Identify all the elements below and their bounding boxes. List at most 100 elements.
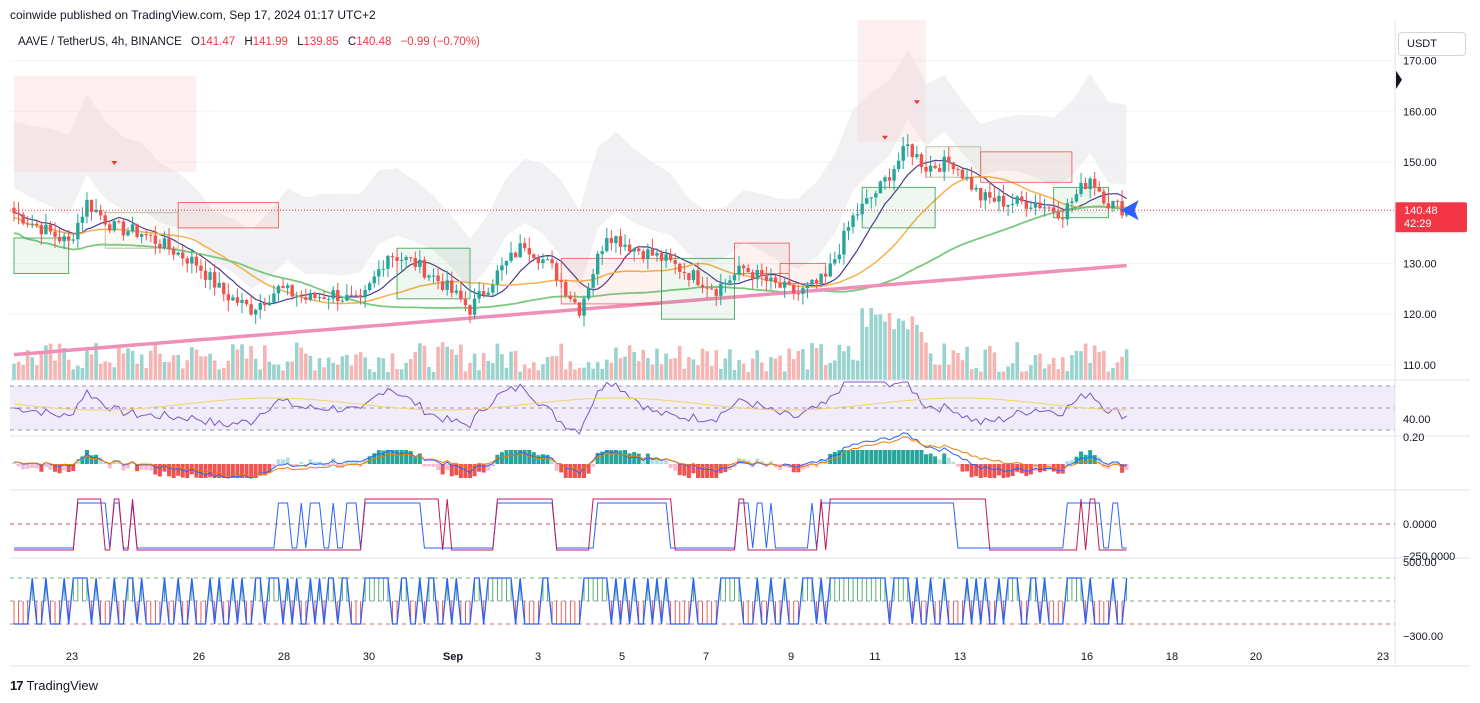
- currency-label: USDT: [1407, 38, 1437, 50]
- histogram-bar: [107, 464, 112, 469]
- volume-bar: [750, 358, 755, 380]
- volume-bar: [153, 343, 158, 380]
- volume-bar: [833, 360, 837, 380]
- candle-body: [149, 234, 153, 236]
- histogram-bar: [914, 450, 919, 464]
- candle-body: [463, 299, 468, 306]
- histogram-bar: [249, 464, 254, 478]
- histogram-bar: [846, 450, 851, 464]
- candle-body: [235, 297, 240, 303]
- volume-bar: [559, 343, 563, 380]
- volume-bar: [1124, 349, 1129, 380]
- histogram-bar: [659, 461, 664, 464]
- volume-bar: [263, 345, 267, 380]
- tradingview-brand[interactable]: 17 TradingView: [10, 678, 98, 693]
- volume-bar: [860, 308, 864, 380]
- histogram-bar: [527, 450, 532, 464]
- candle-body: [545, 259, 550, 261]
- volume-bar: [477, 370, 481, 380]
- histogram-bar: [627, 453, 632, 464]
- price-tick-label: 120.00: [1403, 309, 1437, 321]
- histogram-bar: [1033, 464, 1038, 471]
- volume-bar: [787, 348, 791, 380]
- open-value: 141.47: [200, 36, 236, 48]
- histogram-bar: [294, 464, 299, 467]
- volume-bar: [1102, 350, 1106, 380]
- volume-bar: [819, 344, 823, 380]
- volume-bar: [71, 369, 76, 380]
- order-block: [980, 151, 1073, 183]
- candle-body: [1051, 207, 1056, 212]
- candle-body: [450, 280, 454, 293]
- symbol-title[interactable]: AAVE / TetherUS, 4h, BINANCE: [18, 36, 182, 48]
- candle-body: [459, 290, 463, 300]
- symbol-legend: AAVE / TetherUS, 4h, BINANCE O141.47 H14…: [18, 36, 480, 48]
- candle-body: [678, 263, 682, 272]
- currency-button[interactable]: USDT: [1398, 32, 1466, 56]
- volume-bar: [527, 368, 532, 380]
- candle-body: [527, 248, 531, 255]
- volume-bar: [418, 343, 422, 380]
- volume-bar: [304, 353, 308, 380]
- histogram-bar: [290, 464, 295, 467]
- histogram-bar: [276, 459, 281, 464]
- candle-body: [623, 244, 627, 247]
- volume-bar: [609, 362, 614, 380]
- histogram-bar: [112, 459, 117, 464]
- candle-body: [108, 224, 112, 231]
- volume-bar: [208, 353, 212, 380]
- candle-body: [1033, 202, 1038, 208]
- histogram-bar: [1092, 455, 1097, 464]
- candle-body: [226, 294, 231, 301]
- candle-body: [910, 144, 915, 158]
- volume-bar: [883, 321, 887, 380]
- volume-bar: [1015, 342, 1019, 380]
- volume-bar: [723, 358, 728, 380]
- histogram-bar: [873, 450, 878, 464]
- candle-body: [1115, 200, 1120, 202]
- volume-bar: [796, 350, 801, 380]
- candle-body: [358, 295, 363, 298]
- candle-body: [208, 272, 212, 280]
- histogram-bar: [978, 464, 983, 478]
- rsi-line: [13, 381, 1127, 435]
- candle-body: [833, 259, 837, 264]
- candle-body: [837, 254, 842, 260]
- volume-bar: [35, 365, 39, 380]
- histogram-bar: [632, 452, 637, 464]
- histogram-bar: [21, 464, 26, 470]
- volume-bar: [942, 343, 947, 380]
- histogram-bar: [1019, 464, 1024, 474]
- volume-bar: [285, 361, 290, 380]
- volume-bar: [294, 342, 299, 380]
- volume-bar: [313, 370, 317, 380]
- candle-body: [746, 268, 750, 273]
- time-tick-label: 5: [619, 651, 625, 663]
- candle-body: [673, 260, 677, 264]
- volume-bar: [1051, 357, 1056, 380]
- volume-bar: [746, 371, 750, 380]
- histogram-bar: [103, 461, 108, 464]
- candle-body: [440, 281, 445, 290]
- volume-bar: [258, 369, 263, 380]
- volume-bar: [545, 357, 550, 380]
- histogram-bar: [217, 464, 222, 478]
- last-price-badge: [1395, 202, 1467, 233]
- volume-bar: [1010, 363, 1015, 380]
- tradingview-logo-icon: 17: [10, 678, 24, 693]
- volume-bar: [915, 324, 919, 380]
- candle-body: [974, 187, 978, 190]
- histogram-bar: [1124, 464, 1129, 471]
- volume-bar: [217, 369, 221, 380]
- histogram-bar: [89, 455, 94, 464]
- histogram-bar: [413, 456, 418, 464]
- histogram-bar: [554, 464, 559, 471]
- candle-body: [340, 300, 345, 302]
- candle-body: [76, 222, 80, 240]
- volume-bar: [705, 351, 709, 380]
- histogram-bar: [851, 450, 856, 464]
- volume-bar: [66, 359, 71, 380]
- candle-body: [454, 290, 459, 293]
- histogram-bar: [244, 464, 249, 478]
